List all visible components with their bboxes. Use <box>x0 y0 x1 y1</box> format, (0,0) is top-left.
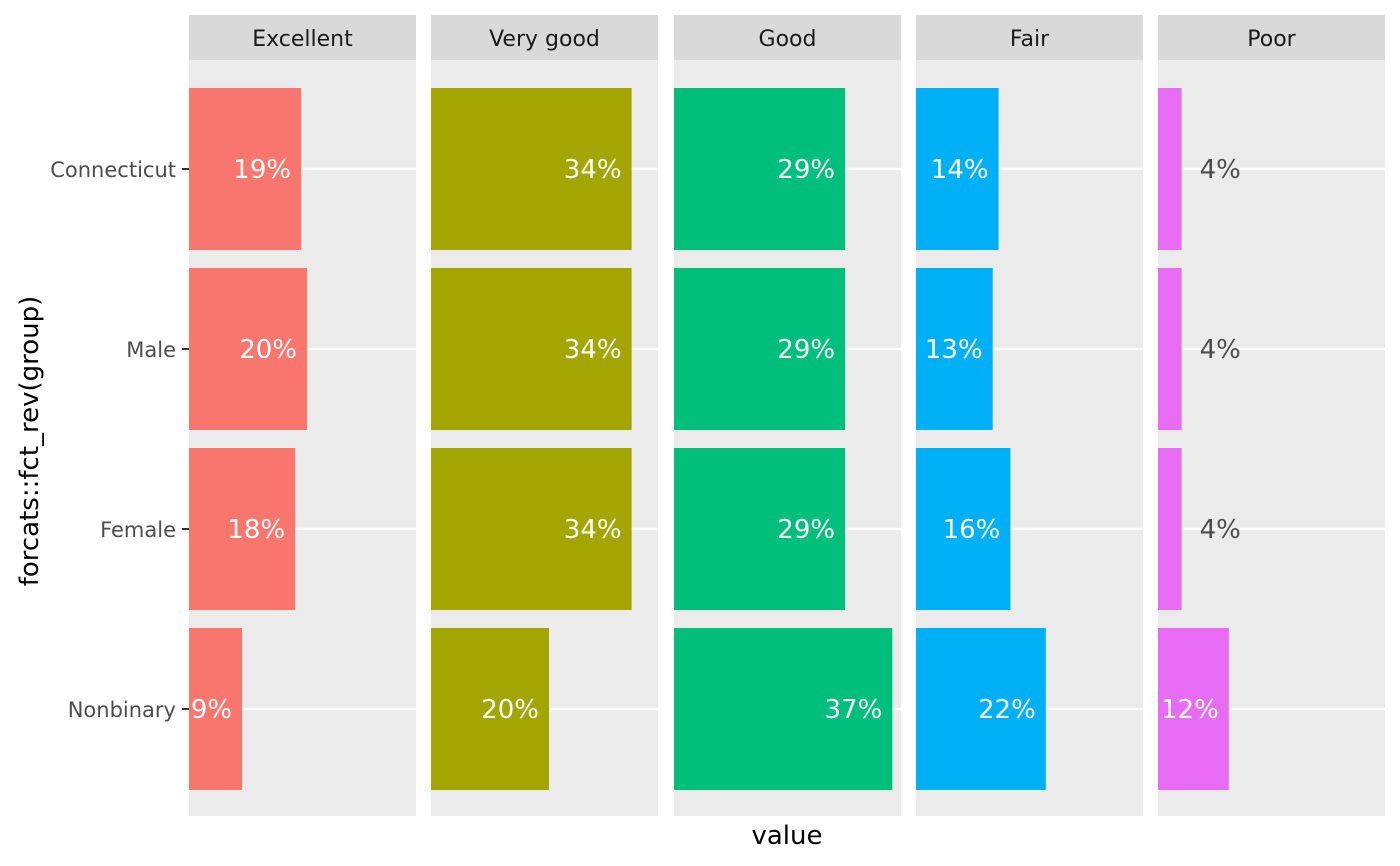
bar-value-label: 20% <box>481 695 539 725</box>
y-axis-title: forcats::fct_rev(group) <box>15 296 45 587</box>
bar-very-good-connecticut <box>431 88 632 250</box>
x-axis-title: value <box>751 821 822 851</box>
facet-strip-label: Good <box>759 27 817 52</box>
bar-value-label: 34% <box>564 155 622 185</box>
bar-good-connecticut <box>674 88 846 250</box>
bar-fair-nonbinary <box>916 628 1046 790</box>
facet-strip <box>1158 15 1385 60</box>
facet-strip-label: Very good <box>489 27 600 52</box>
bar-value-label: 22% <box>978 695 1036 725</box>
facet-panel-poor: Poor 4% 4% 4% 12% <box>1158 15 1385 816</box>
bar-fair-connecticut <box>916 88 999 250</box>
y-tick-label: Connecticut <box>50 158 176 182</box>
bar-value-label: 19% <box>233 155 291 185</box>
facet-panel-good: Good 29% 29% 29% 37% <box>674 15 901 816</box>
bar-value-label: 13% <box>925 335 983 365</box>
bar-very-good-male <box>431 268 632 430</box>
facet-strip-label: Fair <box>1010 27 1050 52</box>
bar-fair-male <box>916 268 993 430</box>
bar-value-label: 4% <box>1200 155 1241 185</box>
bar-value-label: 29% <box>777 515 835 545</box>
bar-very-good-female <box>431 448 632 610</box>
bar-value-label: 34% <box>564 335 622 365</box>
y-tick-label: Female <box>100 518 176 542</box>
y-tick-label: Male <box>126 338 176 362</box>
bar-value-label: 4% <box>1200 335 1241 365</box>
bar-very-good-nonbinary <box>431 628 549 790</box>
facet-strip <box>916 15 1143 60</box>
bar-excellent-connecticut <box>189 88 302 250</box>
bar-poor-female <box>1158 448 1182 610</box>
bar-value-label: 4% <box>1200 515 1241 545</box>
bar-value-label: 20% <box>239 335 297 365</box>
bar-good-female <box>674 448 846 610</box>
facet-strip <box>189 15 416 60</box>
facet-panel-fair: Fair 14% 13% 16% 22% <box>916 15 1143 816</box>
bar-poor-male <box>1158 268 1182 430</box>
bar-good-male <box>674 268 846 430</box>
bar-excellent-male <box>189 268 307 430</box>
bar-value-label: 18% <box>227 515 285 545</box>
bar-value-label: 9% <box>191 695 232 725</box>
bar-value-label: 37% <box>825 695 883 725</box>
bar-value-label: 29% <box>777 335 835 365</box>
facet-strip <box>674 15 901 60</box>
bar-fair-female <box>916 448 1011 610</box>
bar-good-nonbinary <box>674 628 893 790</box>
bar-value-label: 14% <box>931 155 989 185</box>
bar-excellent-female <box>189 448 296 610</box>
facet-panel-very-good: Very good 34% 34% 34% 20% <box>431 15 658 816</box>
facet-strip-label: Excellent <box>252 27 353 52</box>
bar-value-label: 16% <box>943 515 1001 545</box>
facet-strip-label: Poor <box>1247 27 1296 52</box>
bar-value-label: 34% <box>564 515 622 545</box>
y-tick-label: Nonbinary <box>68 698 176 722</box>
facet-strip <box>431 15 658 60</box>
bar-poor-nonbinary <box>1158 628 1229 790</box>
bar-poor-connecticut <box>1158 88 1182 250</box>
bar-excellent-nonbinary <box>189 628 243 790</box>
y-axis: Connecticut Male Female Nonbinary <box>50 158 189 722</box>
bar-value-label: 29% <box>777 155 835 185</box>
bar-value-label: 12% <box>1161 695 1219 725</box>
facet-panels: Excellent 19% 20% 18% 9% Very good 34% 34% 34% 20… <box>189 15 1385 816</box>
facet-panel-excellent: Excellent 19% 20% 18% 9% <box>189 15 416 816</box>
